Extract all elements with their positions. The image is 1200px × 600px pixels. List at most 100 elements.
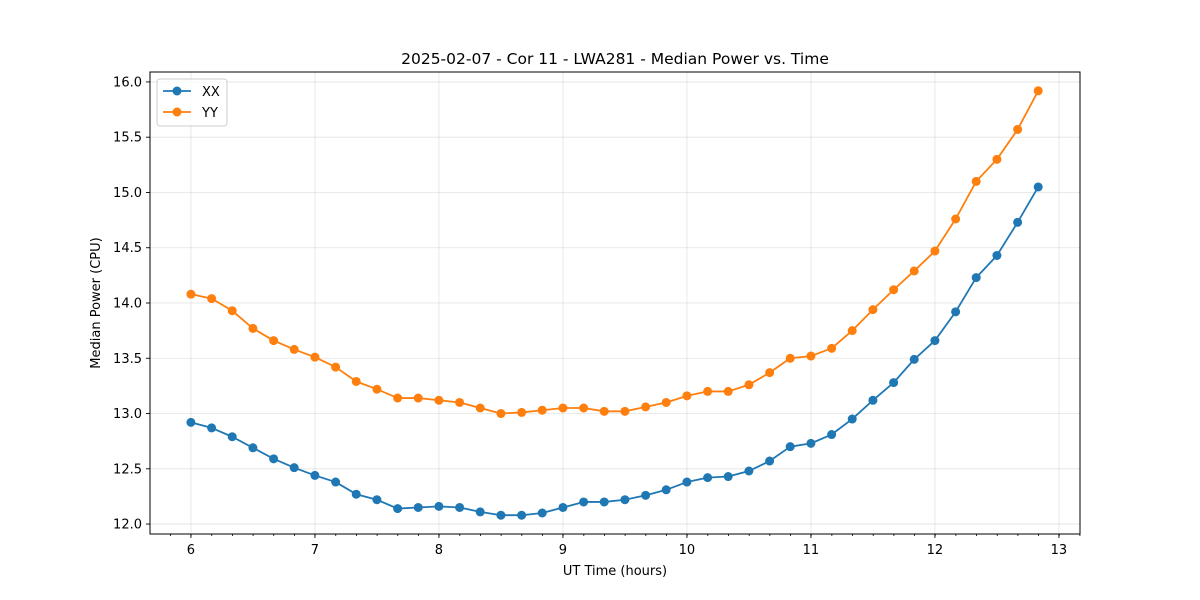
data-point-xx <box>579 497 589 507</box>
data-point-yy <box>227 306 237 316</box>
data-point-yy <box>496 409 506 419</box>
series-layer <box>186 86 1043 520</box>
y-tick-label: 13.0 <box>113 407 142 422</box>
data-point-xx <box>1033 182 1043 192</box>
data-point-yy <box>806 351 816 361</box>
data-point-yy <box>331 362 341 372</box>
data-point-xx <box>310 470 320 480</box>
y-axis-title: Median Power (CPU) <box>89 237 104 368</box>
ticks-layer: 6 7 8 9 10 11 12 13 12.0 12.5 13.0 13.5 14.0 14.5 15.0… <box>113 75 1081 558</box>
data-point-xx <box>248 443 258 453</box>
x-tick-label: 8 <box>435 543 443 558</box>
data-point-yy <box>785 353 795 363</box>
data-point-yy <box>289 344 299 354</box>
data-point-yy <box>207 294 217 304</box>
data-point-yy <box>579 403 589 413</box>
data-point-yy <box>248 323 258 333</box>
legend: XX YY <box>156 78 228 127</box>
data-point-yy <box>455 397 465 407</box>
data-point-xx <box>744 466 754 476</box>
data-point-yy <box>868 305 878 315</box>
data-point-xx <box>806 438 816 448</box>
x-tick-label: 9 <box>559 543 567 558</box>
data-point-yy <box>847 326 857 336</box>
data-point-yy <box>641 402 651 412</box>
data-point-xx <box>599 497 609 507</box>
data-point-yy <box>909 266 919 276</box>
x-tick-label: 6 <box>187 543 195 558</box>
data-point-yy <box>558 403 568 413</box>
data-point-xx <box>951 307 961 317</box>
data-point-xx <box>723 472 733 482</box>
data-point-yy <box>537 405 547 415</box>
x-axis-title: UT Time (hours) <box>563 564 667 579</box>
data-point-xx <box>434 501 444 511</box>
data-point-yy <box>517 407 527 417</box>
data-point-yy <box>186 289 196 299</box>
data-point-xx <box>413 502 423 512</box>
data-point-yy <box>372 384 382 394</box>
y-tick-label: 12.5 <box>113 462 142 477</box>
data-point-yy <box>723 386 733 396</box>
data-point-xx <box>847 414 857 424</box>
y-tick-label: 16.0 <box>113 75 142 90</box>
data-point-xx <box>827 430 837 440</box>
data-point-xx <box>393 504 403 514</box>
data-point-yy <box>599 406 609 416</box>
data-point-xx <box>289 463 299 473</box>
data-point-yy <box>351 376 361 386</box>
y-tick-label: 15.5 <box>113 131 142 146</box>
data-point-yy <box>703 386 713 396</box>
data-point-xx <box>227 432 237 442</box>
legend-marker-yy <box>172 107 182 117</box>
x-tick-label: 7 <box>311 543 319 558</box>
data-point-xx <box>703 473 713 483</box>
data-point-xx <box>331 477 341 487</box>
data-point-xx <box>186 417 196 427</box>
data-point-yy <box>889 285 899 295</box>
data-point-xx <box>475 507 485 517</box>
data-point-xx <box>785 442 795 452</box>
data-point-yy <box>620 406 630 416</box>
data-point-xx <box>537 508 547 518</box>
data-point-yy <box>827 343 837 353</box>
data-point-xx <box>372 495 382 505</box>
y-tick-label: 12.0 <box>113 518 142 533</box>
data-point-xx <box>661 485 671 495</box>
legend-label-xx: XX <box>202 85 220 100</box>
data-point-yy <box>434 395 444 405</box>
data-point-yy <box>1033 86 1043 96</box>
data-point-xx <box>269 454 279 464</box>
chart-title: 2025-02-07 - Cor 11 - LWA281 - Median Po… <box>401 50 829 68</box>
data-point-xx <box>682 477 692 487</box>
data-point-xx <box>455 502 465 512</box>
legend-marker-xx <box>172 86 182 96</box>
legend-label-yy: YY <box>201 106 218 121</box>
data-point-yy <box>1013 124 1023 134</box>
data-point-yy <box>310 352 320 362</box>
data-point-yy <box>971 176 981 186</box>
data-point-xx <box>641 490 651 500</box>
x-tick-label: 12 <box>927 543 944 558</box>
data-point-yy <box>930 246 940 256</box>
data-point-xx <box>620 495 630 505</box>
data-point-xx <box>868 395 878 405</box>
data-point-xx <box>909 354 919 364</box>
data-point-yy <box>475 403 485 413</box>
data-point-xx <box>496 510 506 520</box>
x-tick-label: 13 <box>1051 543 1068 558</box>
data-point-yy <box>661 397 671 407</box>
grid-layer <box>150 72 1080 534</box>
data-point-xx <box>971 273 981 283</box>
data-point-yy <box>682 391 692 401</box>
data-point-xx <box>1013 217 1023 227</box>
data-point-yy <box>269 336 279 346</box>
y-tick-label: 15.0 <box>113 186 142 201</box>
x-tick-label: 11 <box>803 543 820 558</box>
data-point-xx <box>930 336 940 346</box>
data-point-xx <box>765 456 775 466</box>
data-point-yy <box>992 154 1002 164</box>
data-point-xx <box>558 502 568 512</box>
y-tick-label: 13.5 <box>113 352 142 367</box>
